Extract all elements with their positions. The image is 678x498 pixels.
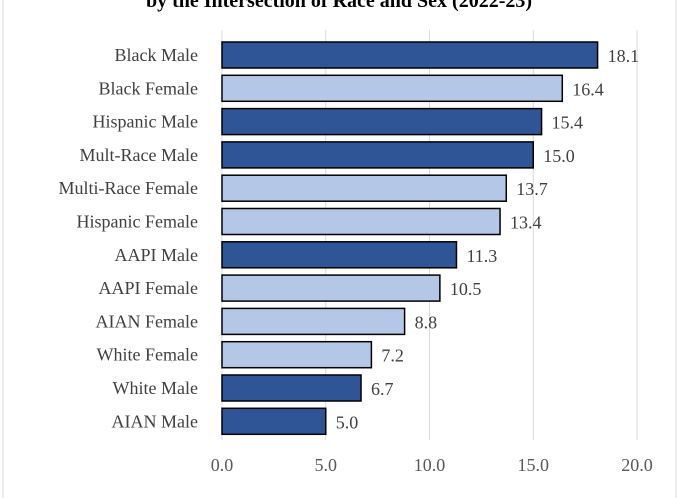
data-label: 18.1 xyxy=(608,46,640,66)
data-label: 13.4 xyxy=(510,213,542,233)
category-label: Hispanic Male xyxy=(93,112,198,132)
bar xyxy=(221,307,406,336)
category-label: AAPI Female xyxy=(99,278,198,298)
category-label: AIAN Female xyxy=(96,311,198,331)
bar xyxy=(221,241,458,269)
data-label: 6.7 xyxy=(371,379,394,399)
data-label: 10.5 xyxy=(450,279,482,299)
data-label: 11.3 xyxy=(466,246,497,266)
x-axis-tick-labels: 0.0 5.0 10.0 15.0 20.0 xyxy=(211,455,653,475)
data-label: 15.4 xyxy=(552,113,584,133)
category-label: Black Male xyxy=(115,45,198,65)
category-label: Multi-Race Female xyxy=(59,178,198,198)
bar xyxy=(221,407,327,436)
category-label: AIAN Male xyxy=(112,411,198,431)
bar xyxy=(221,141,534,169)
bar xyxy=(221,107,543,136)
category-label: White Male xyxy=(113,378,198,398)
category-label: Hispanic Female xyxy=(77,212,198,232)
data-label: 7.2 xyxy=(381,346,404,366)
data-label: 15.0 xyxy=(543,146,575,166)
category-label: AAPI Male xyxy=(115,245,199,265)
data-label: 13.7 xyxy=(516,179,548,199)
bar xyxy=(221,41,599,69)
category-label: White Female xyxy=(97,345,198,365)
x-tick-label: 10.0 xyxy=(414,455,446,475)
x-tick-label: 5.0 xyxy=(315,455,338,475)
bar xyxy=(221,207,501,236)
data-label: 8.8 xyxy=(415,312,438,332)
category-label: Mult-Race Male xyxy=(80,145,198,165)
data-label: 5.0 xyxy=(336,412,359,432)
bar xyxy=(221,274,441,302)
bars xyxy=(221,41,599,436)
bar xyxy=(221,340,373,369)
data-label: 16.4 xyxy=(572,79,604,99)
category-labels: Black Male Black Female Hispanic Male Mult-… xyxy=(59,45,198,431)
bar xyxy=(221,174,508,202)
value-labels: 18.116.4 15.4 15.0 13.7 13.4 11.3 10.5 8.8 7.2 6.… xyxy=(336,46,639,432)
x-tick-label: 15.0 xyxy=(518,455,550,475)
chart-title: by the Intersection of Race and Sex (202… xyxy=(146,0,532,12)
x-tick-label: 20.0 xyxy=(621,455,653,475)
x-tick-label: 0.0 xyxy=(211,455,234,475)
bar xyxy=(221,374,362,402)
bar xyxy=(221,74,564,103)
category-label: Black Female xyxy=(99,78,198,98)
